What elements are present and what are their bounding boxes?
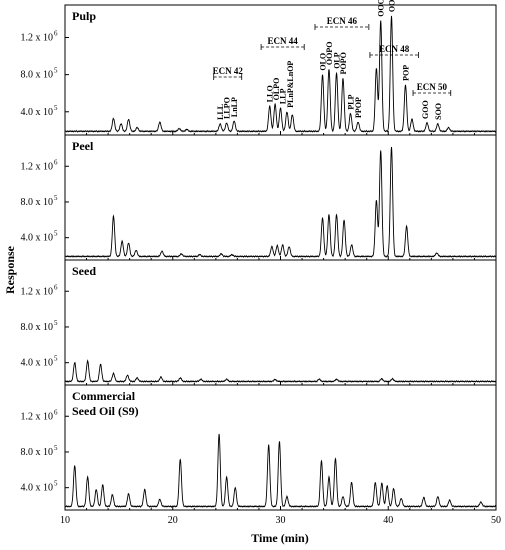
y-tick-exponent: 6: [54, 283, 58, 291]
panel-frame: [64, 4, 497, 136]
peak-label: PPOP: [354, 97, 363, 118]
y-tick-label: 8.0 x 10: [21, 322, 54, 333]
panel-title: Pulp: [72, 9, 96, 23]
y-tick-exponent: 5: [54, 67, 58, 75]
ecn-label: ECN 42: [213, 66, 244, 76]
y-tick-label: 1.2 x 10: [21, 33, 54, 44]
y-tick-exponent: 5: [54, 444, 58, 452]
peak-label: POPO: [339, 52, 348, 74]
y-tick-label: 8.0 x 10: [21, 197, 54, 208]
chromatogram-trace: [64, 433, 497, 508]
x-axis-title: Time (min): [251, 531, 308, 545]
peak-label: PLnP&LnOP: [286, 61, 295, 108]
y-tick-exponent: 5: [54, 319, 58, 327]
chromatogram-trace: [64, 15, 497, 133]
ecn-label: ECN 50: [417, 82, 448, 92]
y-tick-exponent: 5: [54, 230, 58, 238]
x-tick-label: 50: [491, 515, 501, 526]
y-tick-label: 4.0 x 10: [21, 483, 54, 494]
panel-title: Seed Oil (S9): [72, 404, 139, 418]
peak-label: OOPO: [325, 42, 334, 66]
ecn-label: ECN 44: [268, 36, 299, 46]
x-tick-label: 30: [276, 515, 286, 526]
peak-label: POP: [401, 65, 410, 81]
chromatogram-trace: [64, 146, 497, 259]
y-tick-exponent: 6: [54, 408, 58, 416]
panel-title: Commercial: [72, 389, 136, 403]
peak-label: OLP: [333, 52, 342, 69]
y-tick-exponent: 6: [54, 30, 58, 38]
y-tick-exponent: 6: [54, 158, 58, 166]
y-tick-label: 1.2 x 10: [21, 161, 54, 172]
y-tick-label: 1.2 x 10: [21, 286, 54, 297]
peak-label: OLPO: [272, 78, 281, 101]
chart-panels: 4.0 x 10 58.0 x 10 51.2 x 10 6PulpLLLLLPOLn…: [21, 0, 502, 526]
peak-label: PLP: [347, 94, 356, 109]
x-tick-label: 40: [383, 515, 393, 526]
y-tick-exponent: 5: [54, 355, 58, 363]
peak-label: OOP: [387, 0, 396, 12]
y-axis-title: Response: [3, 245, 17, 294]
panel-title: Seed: [72, 264, 96, 278]
y-tick-label: 1.2 x 10: [21, 411, 54, 422]
ecn-label: ECN 48: [379, 44, 410, 54]
y-tick-exponent: 5: [54, 480, 58, 488]
y-tick-exponent: 5: [54, 194, 58, 202]
panel-frame: [64, 259, 497, 386]
peak-label: LLO: [266, 85, 275, 102]
y-tick-label: 4.0 x 10: [21, 358, 54, 369]
peak-label: LLL: [216, 104, 225, 120]
y-tick-label: 8.0 x 10: [21, 70, 54, 81]
peak-label: OLO: [319, 53, 328, 71]
peak-label: OOO: [377, 0, 386, 17]
y-tick-label: 4.0 x 10: [21, 233, 54, 244]
panel-title: Peel: [72, 139, 94, 153]
chromatogram-trace: [64, 359, 497, 383]
y-tick-label: 8.0 x 10: [21, 447, 54, 458]
peak-label: LLP: [279, 88, 288, 104]
peak-label: LnLP: [230, 97, 239, 117]
peak-label: LLPO: [223, 97, 232, 119]
ecn-label: ECN 46: [327, 16, 358, 26]
x-tick-label: 20: [168, 515, 178, 526]
y-tick-exponent: 5: [54, 104, 58, 112]
peak-label: SOO: [434, 103, 443, 120]
panel-frame: [64, 134, 497, 261]
y-tick-label: 4.0 x 10: [21, 107, 54, 118]
x-tick-label: 10: [60, 515, 70, 526]
peak-label: GOO: [421, 100, 430, 119]
